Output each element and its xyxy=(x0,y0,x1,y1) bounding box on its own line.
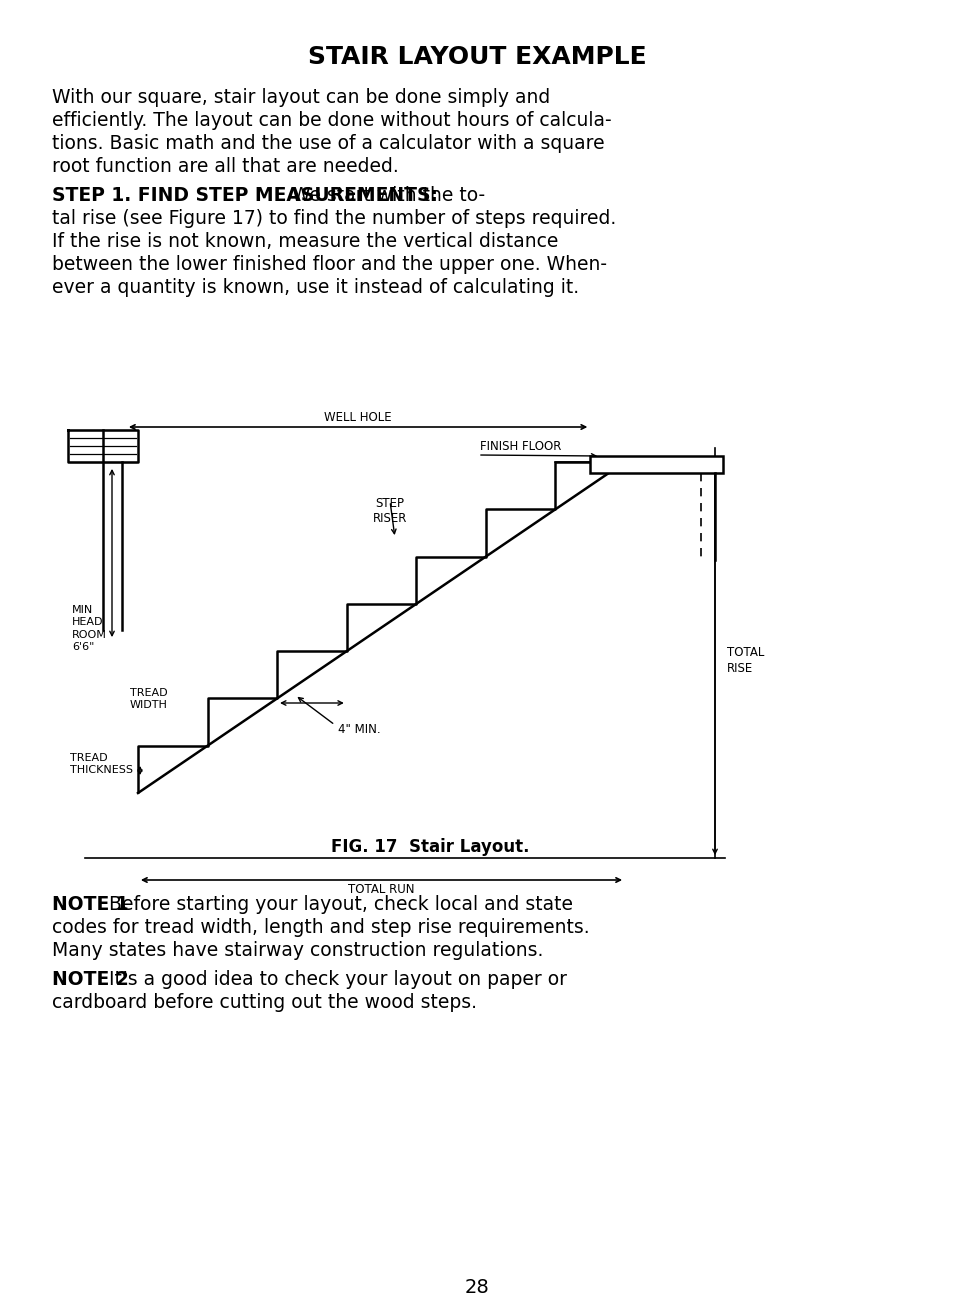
Bar xyxy=(590,456,722,473)
Text: between the lower finished floor and the upper one. When-: between the lower finished floor and the… xyxy=(52,255,606,275)
Text: TREAD
THICKNESS: TREAD THICKNESS xyxy=(70,753,132,775)
Text: codes for tread width, length and step rise requirements.: codes for tread width, length and step r… xyxy=(52,918,589,937)
Text: We start with the to-: We start with the to- xyxy=(286,187,485,205)
Text: WELL HOLE: WELL HOLE xyxy=(324,411,392,424)
Text: Before starting your layout, check local and state: Before starting your layout, check local… xyxy=(97,895,573,915)
Text: efficiently. The layout can be done without hours of calcula-: efficiently. The layout can be done with… xyxy=(52,110,611,130)
Text: Many states have stairway construction regulations.: Many states have stairway construction r… xyxy=(52,941,543,961)
Text: 28: 28 xyxy=(464,1279,489,1297)
Text: cardboard before cutting out the wood steps.: cardboard before cutting out the wood st… xyxy=(52,993,476,1012)
Text: tions. Basic math and the use of a calculator with a square: tions. Basic math and the use of a calcu… xyxy=(52,134,604,152)
Text: NOTE 2: NOTE 2 xyxy=(52,970,129,989)
Text: STEP 1. FIND STEP MEASUREMENTS:: STEP 1. FIND STEP MEASUREMENTS: xyxy=(52,187,437,205)
Text: 4" MIN.: 4" MIN. xyxy=(337,723,380,736)
Text: tal rise (see Figure 17) to find the number of steps required.: tal rise (see Figure 17) to find the num… xyxy=(52,209,616,229)
Text: root function are all that are needed.: root function are all that are needed. xyxy=(52,156,398,176)
Text: FIG. 17  Stair Layout.: FIG. 17 Stair Layout. xyxy=(331,838,529,855)
Text: ever a quantity is known, use it instead of calculating it.: ever a quantity is known, use it instead… xyxy=(52,279,578,297)
Text: STAIR LAYOUT EXAMPLE: STAIR LAYOUT EXAMPLE xyxy=(308,45,645,70)
Text: It’s a good idea to check your layout on paper or: It’s a good idea to check your layout on… xyxy=(97,970,567,989)
Text: TREAD
WIDTH: TREAD WIDTH xyxy=(130,689,168,711)
Text: MIN
HEAD
ROOM
6'6": MIN HEAD ROOM 6'6" xyxy=(71,604,107,652)
Text: With our square, stair layout can be done simply and: With our square, stair layout can be don… xyxy=(52,88,550,106)
Text: TOTAL RUN: TOTAL RUN xyxy=(348,883,415,896)
Text: If the rise is not known, measure the vertical distance: If the rise is not known, measure the ve… xyxy=(52,233,558,251)
Text: TOTAL
RISE: TOTAL RISE xyxy=(726,645,763,674)
Text: NOTE 1: NOTE 1 xyxy=(52,895,129,915)
Text: STEP
RISER: STEP RISER xyxy=(373,497,407,526)
Text: FINISH FLOOR: FINISH FLOOR xyxy=(479,440,560,453)
